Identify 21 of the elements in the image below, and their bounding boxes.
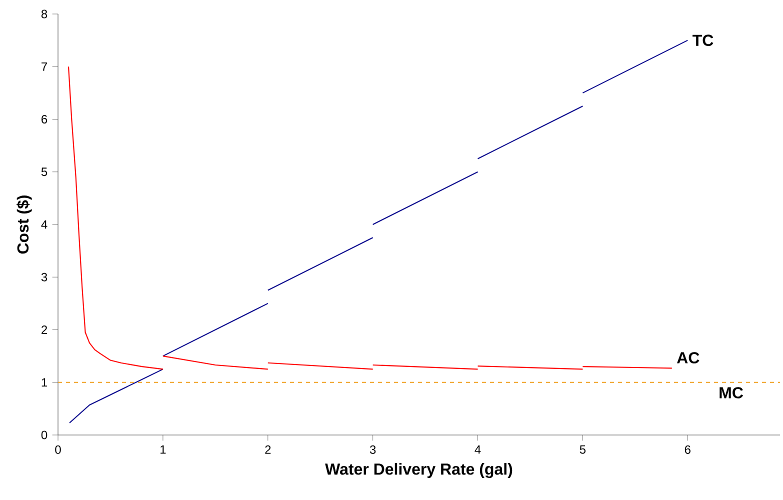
- y-tick-label: 0: [41, 430, 48, 440]
- x-tick-label: 1: [160, 445, 166, 454]
- y-tick-label: 7: [42, 62, 47, 71]
- x-tick-label: 0: [55, 445, 61, 454]
- series-label: MC: [720, 387, 744, 398]
- x-tick-label: 4: [474, 445, 481, 454]
- y-tick-label: 6: [42, 114, 48, 124]
- x-tick-label: 2: [265, 445, 271, 454]
- y-tick-label: 8: [41, 10, 48, 18]
- x-tick-label: 5: [580, 445, 586, 454]
- y-tick-label: 4: [41, 220, 48, 229]
- y-tick-label: 3: [41, 272, 48, 282]
- y-tick-label: 5: [41, 168, 48, 176]
- series-label: TC: [692, 34, 714, 46]
- y-tick-label: 1: [42, 378, 48, 386]
- y-axis-title: Cost ($): [16, 196, 32, 254]
- x-tick-label: 6: [684, 445, 690, 454]
- x-axis-title: Water Delivery Rate (gal): [325, 463, 512, 478]
- series-label: AC: [677, 352, 700, 364]
- y-tick-label: 2: [42, 326, 47, 334]
- x-tick-label: 3: [370, 445, 376, 454]
